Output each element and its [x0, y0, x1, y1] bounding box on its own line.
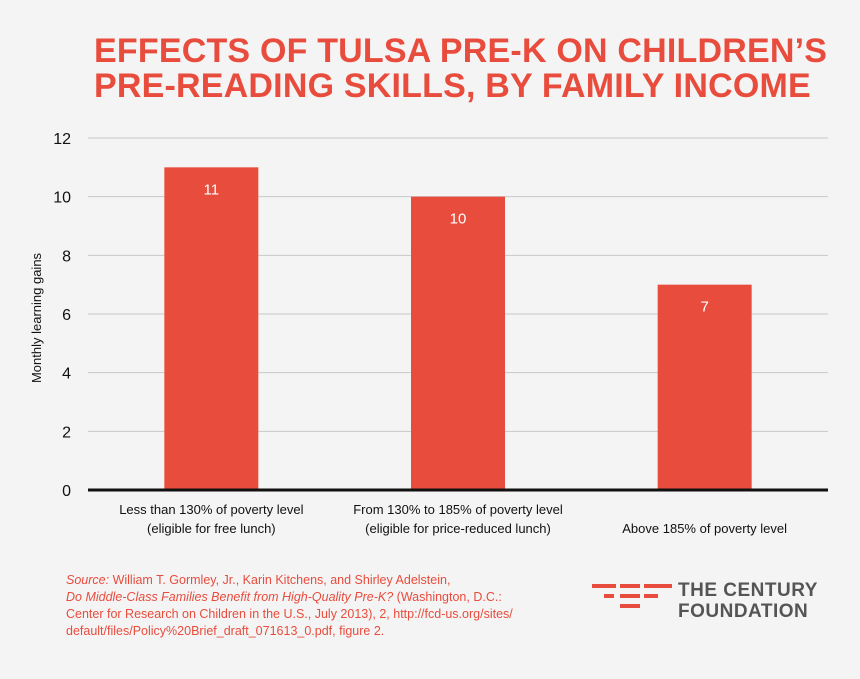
x-tick-label: (eligible for free lunch): [147, 521, 276, 536]
y-tick-label: 12: [53, 131, 71, 148]
source-publication-title: Do Middle-Class Families Benefit from Hi…: [66, 590, 394, 604]
x-tick-label: From 130% to 185% of poverty level: [353, 502, 563, 517]
logo-mark-icon: [592, 584, 672, 608]
source-authors: William T. Gormley, Jr., Karin Kitchens,…: [112, 573, 451, 587]
y-tick-label: 0: [62, 483, 71, 500]
source-label: Source:: [66, 573, 110, 587]
bar-value-label: 7: [700, 299, 708, 316]
chart-title-line1: EFFECTS OF TULSA PRE-K ON CHILDREN’S: [94, 32, 828, 70]
y-tick-label: 2: [62, 424, 71, 441]
chart-title-line2: PRE-READING SKILLS, BY FAMILY INCOME: [94, 67, 811, 105]
x-tick-label: Above 185% of poverty level: [622, 521, 787, 536]
chart-title: EFFECTS OF TULSA PRE-K ON CHILDREN’S PRE…: [94, 34, 834, 104]
y-tick-label: 8: [62, 248, 71, 265]
bar-value-label: 10: [450, 211, 467, 228]
bar-chart: 0 2 4 6 8 10 12 Monthly learning gains 11 Less th…: [29, 131, 828, 536]
y-axis-label: Monthly learning gains: [29, 252, 44, 383]
logo-wordmark: THE CENTURY FOUNDATION: [678, 580, 818, 622]
bar-value-label: 11: [204, 181, 220, 198]
y-tick-label: 6: [62, 307, 71, 324]
logo-line1: THE CENTURY: [678, 580, 818, 601]
bar: [657, 284, 752, 490]
y-tick-label: 4: [62, 366, 71, 383]
y-tick-label: 10: [53, 190, 71, 207]
source-details: (Washington, D.C.: Center for Research o…: [66, 590, 513, 638]
source-note: Source: William T. Gormley, Jr., Karin K…: [66, 572, 536, 640]
x-tick-label: (eligible for price-reduced lunch): [365, 521, 551, 536]
logo-line2: FOUNDATION: [678, 601, 809, 622]
century-foundation-logo: THE CENTURY FOUNDATION: [592, 580, 832, 630]
x-tick-label: Less than 130% of poverty level: [119, 502, 303, 517]
bar: [164, 167, 259, 491]
bar: [411, 196, 505, 490]
